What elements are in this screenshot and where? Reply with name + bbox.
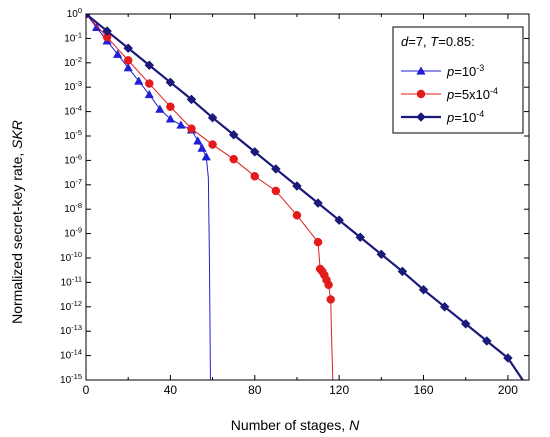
data-point (313, 237, 323, 247)
data-point (397, 266, 408, 277)
x-tick-label: 120 (329, 383, 349, 397)
data-point (207, 112, 218, 123)
data-point (355, 232, 366, 243)
data-point (313, 198, 323, 208)
y-tick-label: 10-7 (64, 177, 82, 191)
y-tick-label: 10-5 (64, 128, 82, 142)
y-tick-label: 10-12 (60, 299, 82, 313)
data-point (113, 49, 123, 58)
y-tick-label: 10-10 (60, 250, 82, 264)
x-tick-label: 200 (498, 383, 518, 397)
data-point (376, 249, 387, 260)
data-point (460, 319, 471, 329)
data-point (229, 154, 238, 164)
legend-marker (416, 66, 426, 75)
data-point (292, 181, 302, 191)
data-point (102, 26, 112, 36)
data-point (144, 60, 155, 71)
legend-label: p=10-4 (446, 109, 484, 125)
x-tick-label: 80 (248, 383, 262, 397)
data-point (186, 94, 197, 105)
data-point (326, 295, 335, 304)
y-tick-label: 10-4 (64, 104, 82, 118)
data-point (91, 22, 102, 32)
data-point (439, 301, 450, 312)
y-axis-title: Normalized secret-key rate, SKR (9, 120, 25, 324)
data-point (208, 140, 217, 149)
data-point (145, 79, 154, 88)
legend-marker (416, 89, 426, 99)
data-point (86, 14, 91, 19)
y-tick-label: 10-14 (60, 348, 82, 362)
data-point (271, 186, 281, 196)
data-point (123, 56, 133, 65)
data-point (123, 43, 134, 54)
series-1 (86, 14, 211, 380)
x-axis-title: Number of stages, N (231, 417, 360, 433)
data-point (123, 62, 133, 72)
legend-label: p=10-3 (446, 63, 484, 79)
data-point (418, 284, 429, 295)
y-tick-label: 10-1 (64, 30, 82, 44)
legend-item-3: p=10-4 (401, 109, 484, 125)
data-point (334, 215, 344, 226)
data-point (134, 76, 144, 85)
data-point (271, 164, 281, 174)
x-tick-label: 0 (83, 383, 90, 397)
data-point (193, 136, 203, 145)
y-tick-label: 10-2 (64, 55, 82, 69)
data-point (503, 353, 513, 363)
data-point (201, 152, 211, 161)
legend-title: d=7, T=0.85: (401, 34, 475, 49)
data-point (249, 147, 260, 157)
data-point (250, 172, 260, 181)
legend-item-1: p=10-3 (401, 63, 484, 79)
y-tick-label: 10-3 (64, 79, 82, 93)
y-tick-label: 10-15 (60, 372, 82, 386)
plot-frame (85, 13, 530, 381)
legend-marker (416, 112, 426, 122)
legend: d=7, T=0.85: p=10-3 p=5x10-4 p=10-4 (392, 26, 524, 134)
series-line (86, 14, 334, 380)
data-point (155, 104, 165, 113)
y-tick-label: 10-9 (64, 226, 82, 240)
data-point (324, 280, 333, 290)
series-2 (86, 14, 335, 380)
legend-label: p=5x10-4 (446, 86, 498, 102)
x-tick-label: 40 (164, 383, 178, 397)
series-line (86, 14, 524, 380)
data-point (176, 120, 186, 129)
y-tick-label: 10-11 (61, 274, 82, 288)
y-tick-label: 10-13 (60, 323, 82, 337)
data-point (165, 114, 176, 123)
y-tick-label: 10-8 (64, 201, 82, 215)
data-point (197, 143, 207, 152)
data-point (166, 102, 175, 111)
x-tick-label: 160 (414, 383, 434, 397)
data-point (187, 124, 196, 133)
series-3 (86, 14, 524, 380)
y-tick-label: 100 (67, 6, 82, 20)
data-point (228, 129, 239, 140)
data-point (292, 211, 302, 220)
data-point (144, 89, 154, 99)
data-point (165, 77, 176, 88)
data-point (481, 336, 492, 346)
y-tick-label: 10-6 (64, 152, 82, 166)
legend-item-2: p=5x10-4 (401, 86, 498, 102)
legend-box (392, 26, 524, 134)
